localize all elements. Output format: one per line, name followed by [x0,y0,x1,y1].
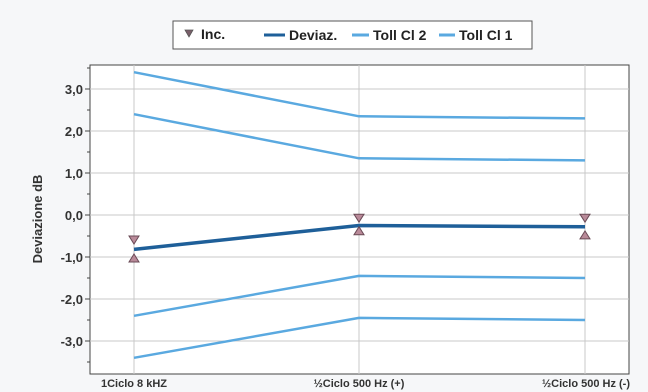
inc-marker-lower [579,229,591,240]
legend-inc-label: Inc. [201,26,225,42]
legend-toll1-label: Toll Cl 1 [459,27,513,43]
y-tick-label: 2,0 [65,124,83,139]
y-tick-label: 3,0 [65,82,83,97]
inc-marker-lower [353,225,365,236]
inc-marker-upper [128,235,140,245]
uncertainty-markers [128,213,591,263]
legend-inc-marker [184,29,194,38]
series-line [133,316,586,360]
series-line [133,223,586,252]
series-line [133,112,586,162]
series-line [133,274,586,318]
series-line [133,70,586,120]
inc-marker-upper [579,213,591,224]
series-lines [133,70,586,360]
y-tick-label: -3,0 [61,334,83,349]
y-tick-label: 1,0 [65,166,83,181]
x-ticks: 1Ciclo 8 kHZ ½Ciclo 500 Hz (+) ½Ciclo 500 … [101,378,630,390]
y-ticks: 3,0 2,0 1,0 0,0 -1,0 -2,0 -3,0 [61,67,90,363]
x-tick-label: ½Ciclo 500 Hz (-) [542,378,630,390]
inc-marker-lower [128,253,140,263]
y-tick-label: 0,0 [65,208,83,223]
legend: Inc. Deviaz. Toll Cl 2 Toll Cl 1 [172,20,533,50]
x-tick-label: 1Ciclo 8 kHZ [101,378,167,390]
legend-toll2-label: Toll Cl 2 [373,27,427,43]
y-tick-label: -1,0 [61,250,83,265]
y-tick-label: -2,0 [61,292,83,307]
x-tick-label: ½Ciclo 500 Hz (+) [314,378,405,390]
inc-marker-upper [353,213,365,224]
legend-deviaz-label: Deviaz. [289,27,337,43]
y-axis-label: Deviazione dB [30,175,45,264]
